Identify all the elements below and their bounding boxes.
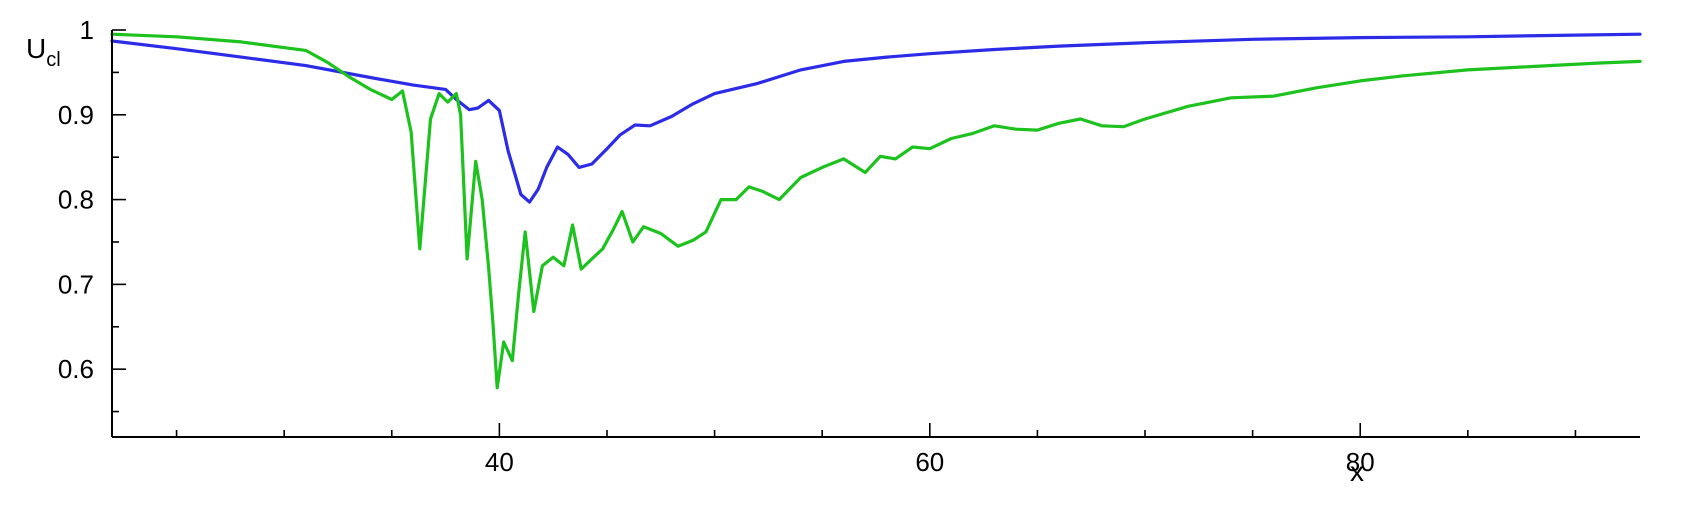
y-tick-label: 0.7 — [58, 269, 94, 299]
x-tick-label: 80 — [1346, 447, 1375, 477]
y-tick-label: 0.8 — [58, 185, 94, 215]
y-axis-title-subscript: cl — [46, 49, 60, 71]
x-tick-label: 60 — [915, 447, 944, 477]
y-tick-label: 0.6 — [58, 354, 94, 384]
y-axis-title-main: U — [26, 33, 46, 64]
x-tick-label: 40 — [485, 447, 514, 477]
tick-labels: 40 60 80 0.6 0.7 0.8 0.9 1 — [58, 15, 1375, 477]
axes: 40 60 80 0.6 0.7 0.8 0.9 1 — [58, 15, 1640, 477]
series-line-1 — [110, 32, 1642, 204]
y-tick-label: 1 — [80, 15, 94, 45]
plot-area — [110, 32, 1642, 390]
series-line-2 — [110, 32, 1642, 390]
tick-marks — [112, 29, 1577, 437]
y-axis-title: Ucl — [26, 33, 61, 71]
x-axis-title: x — [1350, 456, 1364, 487]
y-tick-label: 0.9 — [58, 100, 94, 130]
